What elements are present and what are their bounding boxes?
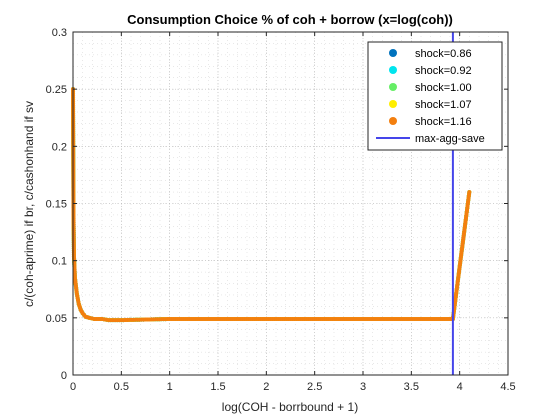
legend-marker — [389, 66, 397, 74]
legend-label: shock=1.16 — [415, 116, 472, 128]
y-tick-label: 0.15 — [46, 199, 67, 211]
legend: shock=0.86 shock=0.92 shock=1.00 shock=1.07… — [367, 41, 503, 151]
x-tick-label: 1 — [167, 381, 173, 393]
legend-box — [367, 41, 503, 151]
legend-label: max-agg-save — [415, 133, 485, 145]
chart-title: Consumption Choice % of coh + borrow (x=… — [127, 12, 453, 27]
y-tick-label: 0 — [61, 370, 67, 382]
y-tick-label: 0.3 — [52, 27, 67, 39]
x-tick-label: 3.5 — [404, 381, 419, 393]
axis-ticks: 0 0.5 1 1.5 2 2.5 3 3.5 4 4.5 0 0.05 0.1 0.15 0.2 0.25 0… — [46, 27, 516, 393]
legend-label: shock=1.07 — [415, 99, 472, 111]
x-tick-label: 0.5 — [114, 381, 129, 393]
legend-marker — [389, 100, 397, 108]
x-tick-label: 3 — [360, 381, 366, 393]
data-point — [467, 190, 472, 195]
y-tick-label: 0.1 — [52, 256, 67, 268]
y-tick-label: 0.25 — [46, 84, 67, 96]
x-tick-label: 2.5 — [307, 381, 322, 393]
legend-marker — [389, 117, 397, 125]
legend-label: shock=0.86 — [415, 48, 472, 60]
y-tick-label: 0.2 — [52, 141, 67, 153]
legend-label: shock=1.00 — [415, 82, 472, 94]
x-tick-label: 4.5 — [500, 381, 515, 393]
y-axis-label: c/(coh-aprime) if br, c/cashonhand if sv — [22, 101, 36, 307]
legend-marker — [389, 49, 397, 57]
y-tick-label: 0.05 — [46, 313, 67, 325]
legend-label: shock=0.92 — [415, 65, 472, 77]
x-tick-label: 1.5 — [210, 381, 225, 393]
x-tick-label: 2 — [263, 381, 269, 393]
x-tick-label: 0 — [70, 381, 76, 393]
legend-marker — [389, 83, 397, 91]
x-tick-label: 4 — [457, 381, 463, 393]
x-axis-label: log(COH - borrbound + 1) — [222, 400, 358, 414]
